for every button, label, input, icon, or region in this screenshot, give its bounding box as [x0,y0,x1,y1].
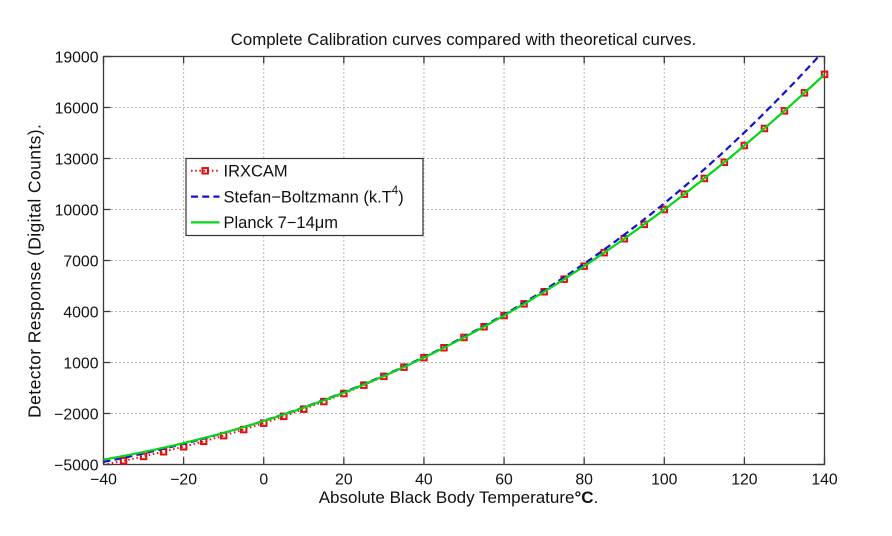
svg-text:Absolute Black Body Temperatur: Absolute Black Body Temperature°C. [319,488,599,507]
svg-text:7000: 7000 [63,254,98,271]
svg-text:0: 0 [259,471,268,488]
svg-text:Stefan−Boltzmann (k.T4): Stefan−Boltzmann (k.T4) [224,185,404,207]
svg-text:−20: −20 [170,471,197,488]
svg-text:Detector Response (Digital Cou: Detector Response (Digital Counts). [25,124,45,418]
svg-text:IRXCAM: IRXCAM [224,163,288,181]
svg-text:100: 100 [651,471,678,488]
svg-text:Complete Calibration curves co: Complete Calibration curves compared wit… [231,30,696,49]
svg-text:140: 140 [811,471,838,488]
svg-text:19000: 19000 [55,50,99,67]
svg-text:80: 80 [575,471,593,488]
svg-text:40: 40 [415,471,433,488]
svg-text:20: 20 [335,471,353,488]
svg-text:4000: 4000 [63,305,98,322]
svg-text:Planck 7−14μm: Planck 7−14μm [224,214,339,232]
svg-text:13000: 13000 [55,152,99,169]
svg-text:−5000: −5000 [54,458,99,475]
svg-text:120: 120 [731,471,758,488]
svg-text:10000: 10000 [55,203,99,220]
svg-text:−40: −40 [90,471,117,488]
svg-text:1000: 1000 [63,356,98,373]
svg-text:60: 60 [495,471,513,488]
svg-text:16000: 16000 [55,101,99,118]
svg-text:−2000: −2000 [54,407,99,424]
